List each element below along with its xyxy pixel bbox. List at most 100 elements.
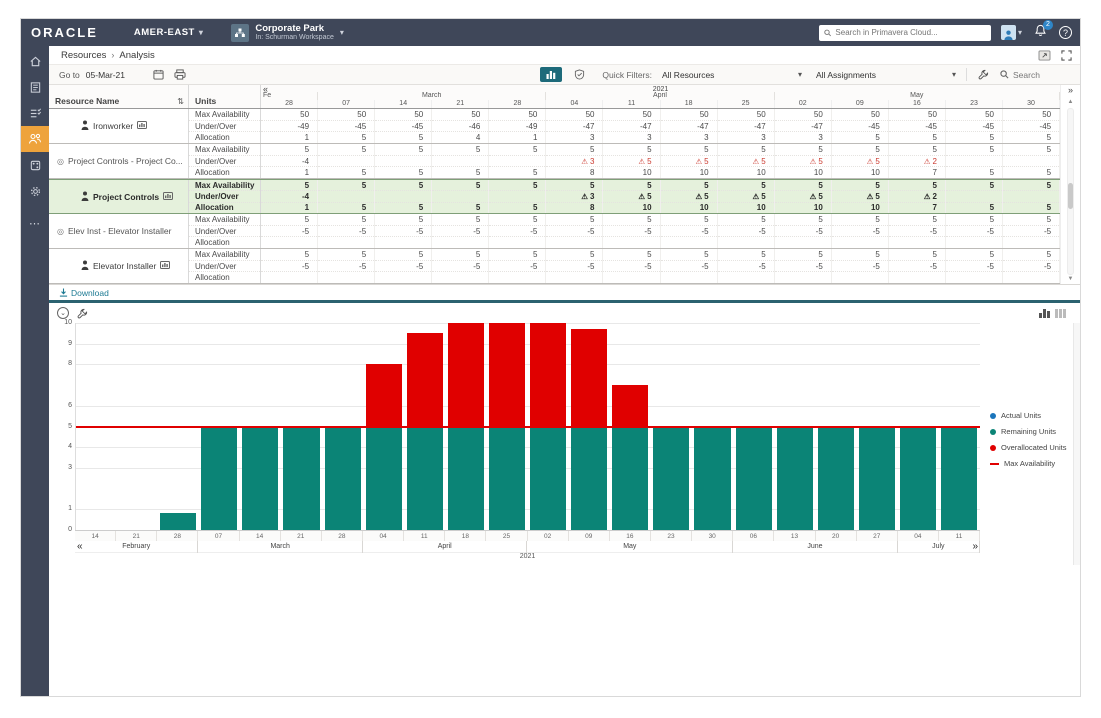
value-cell: 10 <box>603 166 660 178</box>
value-cell: 5 <box>475 144 481 154</box>
timeline-day-label: 18 <box>661 100 718 108</box>
home-icon <box>29 56 41 66</box>
value-cell: 5 <box>761 249 766 259</box>
legend-item[interactable]: Max Availability <box>990 459 1080 468</box>
value-cell: -5 <box>318 224 375 237</box>
resource-row[interactable]: ◎ Elev Inst - Elevator Installer Max Avail… <box>49 214 1061 249</box>
assignments-filter-dropdown[interactable]: All Assignments ▾ <box>812 67 960 82</box>
customize-button[interactable] <box>978 69 989 80</box>
resource-name-cell[interactable]: ◎ Elev Inst - Elevator Installer <box>49 214 189 248</box>
sidebar-item-risk[interactable] <box>21 152 49 178</box>
legend-item[interactable]: Remaining Units <box>990 427 1080 436</box>
gridline <box>76 467 980 469</box>
resources-filter-dropdown[interactable]: All Resources ▾ <box>658 67 806 82</box>
timeline-prev-button[interactable]: « <box>263 84 269 94</box>
value-column: 5 -5 <box>432 214 490 248</box>
sidebar-item-resources[interactable] <box>21 126 49 152</box>
bar-feb-28 <box>158 323 199 530</box>
workspace-selector[interactable]: Corporate Park In: Schurman Workspace ▾ <box>231 22 344 42</box>
collapse-chart-button[interactable]: ⌄ <box>57 307 69 319</box>
legend-item[interactable]: Overallocated Units <box>990 443 1080 452</box>
resource-row[interactable]: Project Controls Max Availability Under/Ov… <box>49 179 1061 214</box>
resource-person-icon <box>81 191 89 203</box>
search-icon <box>824 29 831 36</box>
layout-icon[interactable] <box>1038 49 1051 61</box>
scroll-up-icon[interactable]: ▲ <box>1067 99 1074 105</box>
value-cell: -47 <box>603 119 660 132</box>
value-cell: 5 <box>318 201 375 213</box>
print-button[interactable] <box>174 69 186 80</box>
y-tick-label: 3 <box>68 463 72 471</box>
value-column: 5 ⚠ 5 10 <box>603 180 661 213</box>
value-cell <box>1003 236 1060 248</box>
download-icon <box>59 288 68 297</box>
value-cell: 5 <box>647 249 652 259</box>
global-search[interactable] <box>818 24 991 41</box>
goto-date-input[interactable]: 05-Mar-21 <box>85 69 126 80</box>
resource-name-cell[interactable]: ◎ Project Controls - Project Co... <box>49 144 189 178</box>
value-cell: -5 <box>489 259 546 272</box>
panel-splitter[interactable] <box>49 300 1080 303</box>
notifications-button[interactable]: 2 <box>1034 19 1053 42</box>
sidebar-item-tasks[interactable] <box>21 100 49 126</box>
timeline-header: « 2021 Fe March April May 28 07 14 21 28 04 11 18 2… <box>261 84 1061 108</box>
ellipsis-icon: ⋯ <box>29 217 41 230</box>
workspace-name: Corporate Park <box>255 22 325 34</box>
chart-prev-button[interactable]: « <box>77 541 83 552</box>
chart-settings-icon[interactable] <box>77 308 88 319</box>
org-selector[interactable]: AMER-EAST ▾ <box>134 27 204 38</box>
workspace-icon <box>231 23 250 42</box>
chart-next-button[interactable]: » <box>972 541 978 552</box>
scrollbar-track[interactable] <box>1067 108 1074 275</box>
chart-view-toggle[interactable] <box>1039 308 1050 318</box>
chart-scrollbar[interactable] <box>1073 323 1080 565</box>
breadcrumb-resources[interactable]: Resources <box>61 49 107 61</box>
download-link[interactable]: Download <box>59 288 109 298</box>
legend-item[interactable]: Actual Units <box>990 411 1080 420</box>
value-cell: 5 <box>945 166 1003 178</box>
sidebar-item-portfolios[interactable] <box>21 74 49 100</box>
resource-name-cell[interactable]: Elevator Installer <box>49 249 189 283</box>
value-cell: -5 <box>717 259 774 272</box>
resource-name-cell[interactable]: Project Controls <box>49 180 189 213</box>
sidebar-item-settings[interactable] <box>21 178 49 204</box>
x-day-tick: 28 <box>157 531 199 541</box>
assignment-usage-icon[interactable] <box>160 261 171 271</box>
value-cell: -45 <box>1003 119 1060 132</box>
timeline-next-button[interactable]: » <box>1067 85 1073 95</box>
resource-name-header[interactable]: Resource Name ⇅ <box>49 85 189 108</box>
grid-view-toggle[interactable] <box>1055 308 1066 318</box>
value-cell: 5 <box>361 180 367 190</box>
value-cell: 5 <box>532 144 538 154</box>
sidebar-item-home[interactable] <box>21 48 49 74</box>
value-cell <box>945 190 1003 201</box>
user-avatar-button[interactable]: ▾ <box>1000 25 1022 40</box>
resource-name-cell[interactable]: Ironworker <box>49 109 189 143</box>
x-day-tick: 14 <box>75 531 117 541</box>
x-day-tick: 18 <box>445 531 487 541</box>
metric-label: Max Availability <box>195 109 250 119</box>
sidebar-item-more[interactable]: ⋯ <box>21 210 49 236</box>
global-search-input[interactable] <box>835 28 986 37</box>
usage-view-button[interactable] <box>540 67 563 82</box>
calendar-button[interactable] <box>153 69 164 80</box>
scrollbar-thumb[interactable] <box>1068 183 1073 210</box>
value-cell: 10 <box>774 201 831 213</box>
resource-row[interactable]: ◎ Project Controls - Project Co... Max Ava… <box>49 144 1061 179</box>
resource-row[interactable]: Ironworker Max Availability Under/Over Allo… <box>49 109 1061 144</box>
tasks-icon <box>30 108 41 117</box>
table-search[interactable]: Search <box>1000 70 1070 80</box>
max-availability-line <box>76 425 980 428</box>
assignment-usage-icon[interactable] <box>163 191 174 202</box>
units-cell: Max Availability Under/Over Allocation <box>189 109 261 143</box>
timeline-day-label: 16 <box>889 100 946 108</box>
fullscreen-icon[interactable] <box>1061 49 1072 61</box>
sort-icon[interactable]: ⇅ <box>177 97 184 106</box>
assignment-usage-icon[interactable] <box>137 121 148 131</box>
resource-row[interactable]: Elevator Installer Max Availability Under/… <box>49 249 1061 284</box>
value-cell: ⚠ 2 <box>888 190 945 201</box>
spread-view-button[interactable] <box>568 67 590 82</box>
scroll-down-icon[interactable]: ▼ <box>1067 276 1074 282</box>
help-button[interactable]: ? <box>1059 26 1072 39</box>
value-cell: -46 <box>432 119 489 132</box>
